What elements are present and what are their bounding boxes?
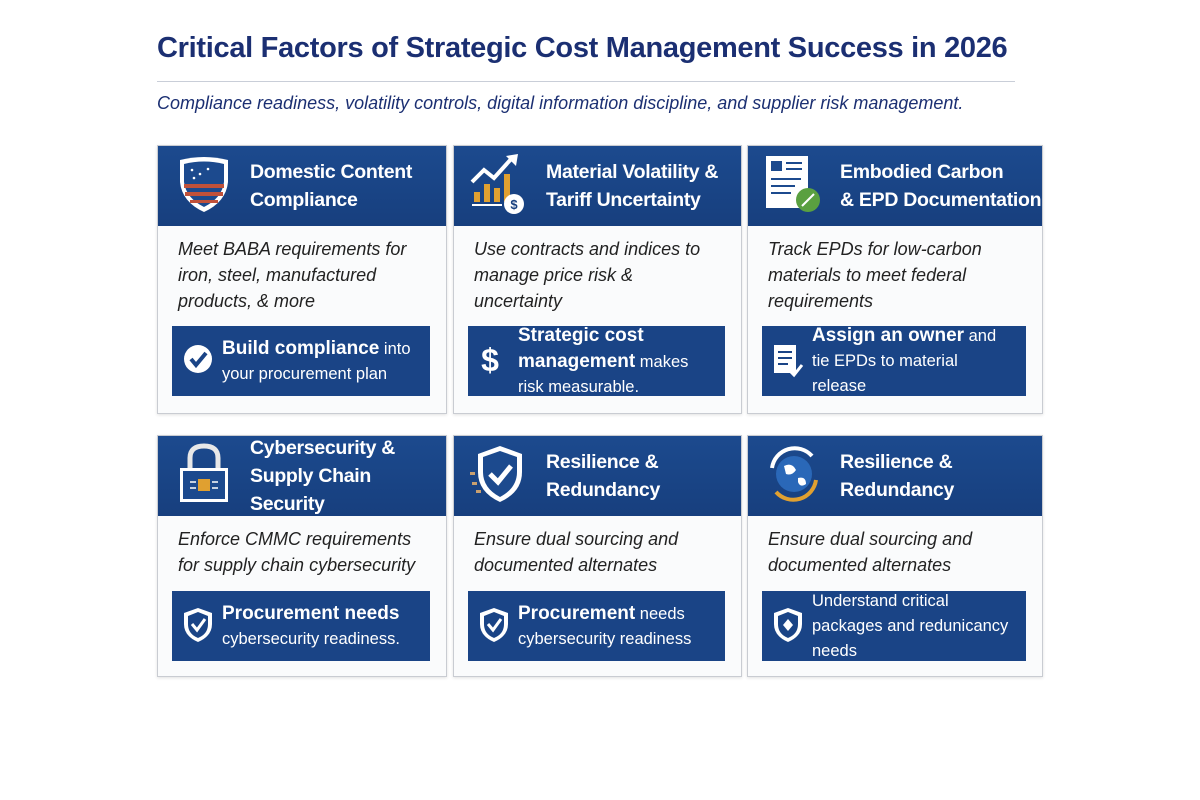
shield-check-icon	[182, 604, 222, 649]
card-header: Resilience & Redundancy	[454, 436, 741, 516]
page-title: Critical Factors of Strategic Cost Manag…	[157, 32, 1008, 64]
card-title-line: Tariff Uncertainty	[546, 189, 701, 211]
svg-text:$: $	[481, 342, 499, 378]
factor-card: Embodied Carbon & EPD Documentation Trac…	[747, 145, 1043, 414]
card-title-line: Cybersecurity &	[250, 437, 396, 459]
document-leaf-icon	[762, 152, 840, 221]
card-title: Embodied Carbon & EPD Documentation	[840, 158, 1042, 214]
card-description: Ensure dual sourcing and documented alte…	[768, 529, 973, 575]
callout-rest: and tie EPDs to material release	[812, 327, 997, 395]
card-header: Resilience & Redundancy	[748, 436, 1042, 516]
card-callout: $ Strategic cost management makes risk m…	[468, 325, 725, 396]
callout-rest: makes risk measurable.	[518, 352, 689, 396]
card-title-line: Resilience &	[840, 451, 953, 473]
callout-text: Build compliance into your procurement p…	[222, 336, 420, 387]
card-callout: Procurement needs cybersecurity readines…	[468, 591, 725, 661]
card-description: Ensure dual sourcing and documented alte…	[474, 529, 679, 575]
checklist-icon	[772, 339, 812, 384]
callout-text: Procurement needs cybersecurity readines…	[222, 601, 420, 652]
callout-text: Procurement needs cybersecurity readines…	[518, 601, 715, 652]
callout-rest: cybersecurity readiness.	[222, 629, 400, 648]
factor-card: Domestic Content Compliance Meet BABA re…	[157, 145, 447, 414]
card-title-line: Embodied Carbon	[840, 161, 1004, 183]
callout-text: Strategic cost management makes risk mea…	[518, 323, 715, 400]
card-title-line: Redundancy	[546, 479, 661, 501]
card-header: Embodied Carbon & EPD Documentation	[748, 146, 1042, 226]
padlock-chip-icon	[172, 442, 250, 511]
card-title: Domestic Content Compliance	[250, 158, 412, 214]
shield-diamond-icon	[772, 604, 812, 649]
factor-card: Resilience & Redundancy Ensure dual sour…	[747, 435, 1043, 677]
card-description: Use contracts and indices to manage pric…	[474, 239, 701, 311]
check-circle-icon	[182, 339, 222, 384]
page-subtitle: Compliance readiness, volatility control…	[157, 93, 964, 113]
card-description: Track EPDs for low-carbon materials to m…	[768, 239, 982, 311]
rising-chart-dollar-icon: $	[468, 152, 546, 221]
card-title-line: Compliance	[250, 189, 358, 211]
card-callout: Procurement needs cybersecurity readines…	[172, 591, 430, 661]
card-title: Resilience & Redundancy	[840, 448, 954, 504]
callout-rest: needs cybersecurity readiness	[518, 604, 692, 648]
shield-check-icon	[468, 442, 546, 511]
factor-card: $ Material Volatility & Tariff Uncertain…	[453, 145, 742, 414]
callout-text: Understand critical packages and redunic…	[812, 588, 1016, 664]
title-divider	[157, 81, 1015, 82]
dollar-icon: $	[478, 339, 518, 384]
callout-bold: Strategic cost management	[518, 324, 644, 372]
callout-bold: Build compliance	[222, 337, 380, 359]
callout-bold: Assign an owner	[812, 325, 965, 346]
callout-rest: into your procurement plan	[222, 339, 411, 383]
factor-card: Cybersecurity & Supply Chain Security En…	[157, 435, 447, 677]
callout-text: Assign an owner and tie EPDs to material…	[812, 323, 1016, 399]
card-title-line: Redundancy	[840, 479, 955, 501]
card-title-line: Material Volatility &	[546, 161, 719, 183]
card-title: Material Volatility & Tariff Uncertainty	[546, 158, 718, 214]
globe-cycle-icon	[762, 442, 840, 511]
card-callout: Build compliance into your procurement p…	[172, 326, 430, 396]
card-callout: Assign an owner and tie EPDs to material…	[762, 323, 1026, 399]
shield-check-icon	[478, 604, 518, 649]
card-title-line: & EPD Documentation	[840, 189, 1042, 211]
flag-shield-icon	[172, 152, 250, 221]
callout-bold: Procurement	[518, 602, 636, 624]
card-callout: Understand critical packages and redunic…	[762, 591, 1026, 661]
card-title-line: Domestic Content	[250, 161, 413, 183]
card-header: Cybersecurity & Supply Chain Security	[158, 436, 446, 516]
card-description: Enforce CMMC requirements for supply cha…	[178, 529, 416, 575]
svg-text:$: $	[510, 197, 518, 212]
card-title: Resilience & Redundancy	[546, 448, 660, 504]
factor-card: Resilience & Redundancy Ensure dual sour…	[453, 435, 742, 677]
card-title: Cybersecurity & Supply Chain Security	[250, 434, 446, 518]
card-title-line: Supply Chain Security	[250, 465, 371, 515]
callout-rest: Understand critical packages and redunic…	[812, 592, 1009, 660]
card-header: $ Material Volatility & Tariff Uncertain…	[454, 146, 741, 226]
card-description: Meet BABA requirements for iron, steel, …	[178, 239, 407, 311]
callout-bold: Procurement needs	[222, 602, 400, 624]
card-title-line: Resilience &	[546, 451, 659, 473]
card-header: Domestic Content Compliance	[158, 146, 446, 226]
